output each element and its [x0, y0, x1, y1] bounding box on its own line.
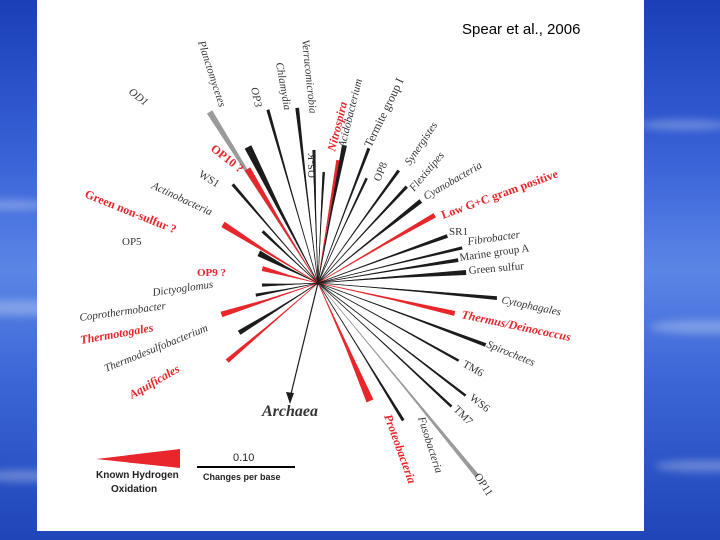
- branch-19: [318, 283, 456, 316]
- taxon-label-23: TM7: [451, 404, 475, 428]
- branch-stem-32: [261, 269, 319, 284]
- branch-stem-34: [221, 225, 319, 284]
- branch-32: [261, 266, 318, 283]
- branch-34: [221, 221, 318, 283]
- taxon-label-35: Actinobacteria: [149, 179, 215, 218]
- branch-stem-18: [317, 282, 498, 298]
- branch-stem-31: [261, 282, 319, 287]
- branch-stem-3: [295, 107, 319, 284]
- branch-stem-37: [245, 169, 319, 284]
- branch-stem-29: [221, 282, 319, 317]
- branch-stem-20: [317, 282, 487, 345]
- branch-9: [318, 177, 368, 283]
- branch-8: [318, 147, 371, 283]
- legend: Known Hydrogen Oxidation 0.10 Changes pe…: [96, 449, 295, 495]
- taxon-label-30: Coprothermobacter: [79, 300, 168, 324]
- hydrogen-label-line2: Oxidation: [111, 484, 157, 495]
- taxon-label-24: OP11: [471, 471, 494, 498]
- branch-21: [318, 283, 460, 362]
- branch-33: [257, 250, 318, 283]
- taxon-label-8: Termite group I: [361, 76, 407, 150]
- citation-label: Spear et al., 2006: [462, 21, 581, 38]
- root-branch: Archaea: [261, 282, 319, 420]
- taxon-label-1: Planctomycetes: [195, 38, 228, 108]
- branch-stem-35: [261, 231, 319, 284]
- branch-stem-24: [317, 282, 479, 476]
- figure-panel: [37, 0, 644, 531]
- taxon-label-18: Cytophagales: [500, 294, 562, 318]
- branch-stem-23: [317, 282, 453, 407]
- scale-unit: Changes per base: [203, 472, 281, 482]
- branch-stem-5: [317, 171, 324, 284]
- branch-stem-9: [317, 177, 367, 284]
- branch-stem-4: [312, 149, 319, 284]
- taxon-label-22: WS6: [467, 392, 492, 415]
- branch-stem-28: [239, 282, 319, 335]
- branch-stem-25: [317, 282, 405, 421]
- branch-stem-21: [317, 282, 460, 361]
- branch-stem-33: [257, 254, 319, 284]
- taxon-label-17: Green sulfur: [468, 260, 524, 277]
- branch-stem-11: [317, 185, 407, 284]
- branch-stem-6: [317, 159, 338, 284]
- taxon-label-32: OP9 ?: [197, 267, 226, 279]
- taxon-label-31: Dictyoglomus: [151, 279, 214, 300]
- taxon-label-33: OP5: [122, 236, 142, 248]
- branch-stem-19: [317, 282, 456, 313]
- archaea-label: Archaea: [261, 403, 318, 420]
- taxon-label-20: Spirochetes: [485, 339, 537, 369]
- branch-stem-13: [317, 213, 435, 284]
- taxon-label-21: TM6: [461, 358, 486, 380]
- tree-branches: [207, 107, 498, 478]
- taxon-label-5: OS-K: [306, 152, 318, 178]
- branch-stem-17: [317, 270, 467, 284]
- branch-stem-15: [317, 246, 463, 284]
- branch-20: [318, 283, 487, 347]
- branch-stem-36: [231, 184, 319, 284]
- branch-stem-14: [317, 234, 448, 284]
- branch-stem-26: [317, 282, 373, 401]
- scale-value: 0.10: [233, 452, 254, 464]
- taxon-label-29: Thermotogales: [79, 320, 155, 347]
- branch-stem-1: [245, 147, 319, 284]
- taxon-labels: OD1 Planctomycetes OP3 Chlamydia Verrucomicr…: [79, 38, 573, 498]
- branch-stem-16: [317, 258, 459, 284]
- taxon-label-2: OP3: [248, 86, 264, 109]
- branch-stem-27: [227, 282, 319, 363]
- taxon-label-9: OP8: [372, 160, 391, 183]
- taxon-label-4: Verrucomicrobia: [299, 39, 319, 114]
- taxon-label-3: Chlamydia: [273, 61, 293, 111]
- taxon-label-0: OD1: [126, 86, 150, 109]
- taxon-label-26: Proteobacteria: [381, 412, 419, 485]
- branch-stem-30: [255, 282, 319, 297]
- taxon-label-14: SR1: [449, 226, 468, 238]
- taxon-label-25: Fusobacteria: [415, 414, 445, 475]
- branch-stem-12: [317, 199, 421, 284]
- branch-stem-10: [317, 169, 399, 284]
- branch-stem-22: [317, 282, 467, 396]
- hydrogen-label-line1: Known Hydrogen: [96, 470, 179, 481]
- branch-stem-7: [317, 144, 344, 284]
- branch-stem-2: [266, 109, 319, 284]
- taxon-label-27: Aquificales: [126, 361, 183, 402]
- taxon-label-36: WS1: [196, 168, 221, 190]
- hydrogen-wedge-swatch: [96, 449, 180, 468]
- branch-stem-8: [317, 147, 369, 284]
